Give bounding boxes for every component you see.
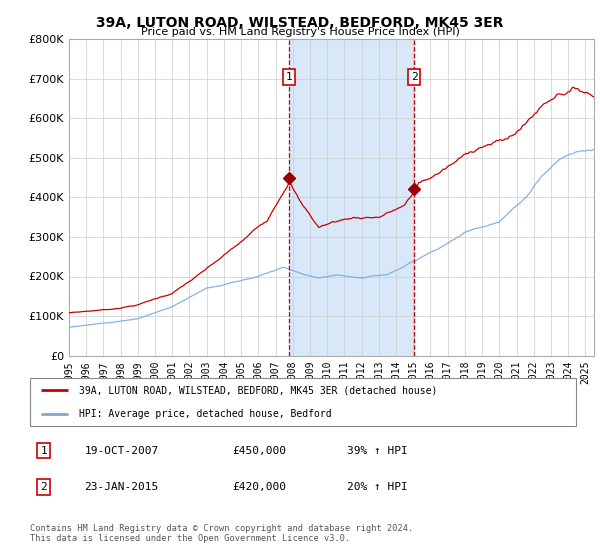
Text: £420,000: £420,000 — [232, 482, 286, 492]
Text: Contains HM Land Registry data © Crown copyright and database right 2024.
This d: Contains HM Land Registry data © Crown c… — [30, 524, 413, 543]
Bar — [289, 39, 414, 356]
Text: 1: 1 — [40, 446, 47, 456]
Text: 39% ↑ HPI: 39% ↑ HPI — [347, 446, 407, 456]
Text: £450,000: £450,000 — [232, 446, 286, 456]
Text: 39A, LUTON ROAD, WILSTEAD, BEDFORD, MK45 3ER (detached house): 39A, LUTON ROAD, WILSTEAD, BEDFORD, MK45… — [79, 385, 437, 395]
Text: 39A, LUTON ROAD, WILSTEAD, BEDFORD, MK45 3ER: 39A, LUTON ROAD, WILSTEAD, BEDFORD, MK45… — [96, 16, 504, 30]
Text: 1: 1 — [286, 72, 293, 82]
Text: HPI: Average price, detached house, Bedford: HPI: Average price, detached house, Bedf… — [79, 409, 332, 419]
Text: 2: 2 — [411, 72, 418, 82]
Text: 19-OCT-2007: 19-OCT-2007 — [85, 446, 159, 456]
Text: 20% ↑ HPI: 20% ↑ HPI — [347, 482, 407, 492]
FancyBboxPatch shape — [30, 378, 576, 426]
Text: Price paid vs. HM Land Registry's House Price Index (HPI): Price paid vs. HM Land Registry's House … — [140, 27, 460, 37]
Text: 2: 2 — [40, 482, 47, 492]
Text: 23-JAN-2015: 23-JAN-2015 — [85, 482, 159, 492]
